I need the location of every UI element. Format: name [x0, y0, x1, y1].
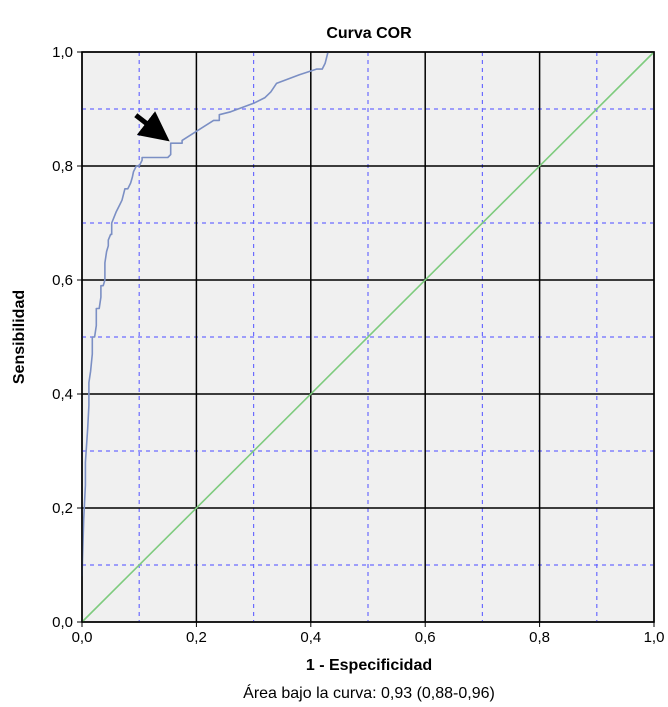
y-tick-label: 0,4 — [52, 386, 73, 403]
x-axis: 0,0 0,2 0,4 0,6 0,8 1,0 — [72, 622, 665, 646]
x-tick-label: 0,0 — [72, 629, 93, 646]
y-tick-label: 0,8 — [52, 158, 73, 175]
y-axis: 0,0 0,2 0,4 0,6 0,8 1,0 — [52, 44, 82, 631]
annotation-arrow — [134, 111, 170, 142]
roc-curve — [81, 51, 329, 577]
plot-frame — [81, 51, 655, 623]
x-tick-label: 0,8 — [529, 629, 550, 646]
x-tick-label: 1,0 — [644, 629, 665, 646]
grid — [82, 52, 654, 622]
auc-annotation: Área bajo la curva: 0,93 (0,88-0,96) — [243, 683, 495, 702]
y-tick-label: 1,0 — [52, 44, 73, 61]
y-axis-label: Sensibilidad — [11, 290, 28, 384]
y-tick-label: 0,2 — [52, 500, 73, 517]
series-layer — [81, 51, 655, 623]
y-tick-label: 0,0 — [52, 614, 73, 631]
x-tick-label: 0,2 — [186, 629, 207, 646]
x-axis-label: 1 - Especificidad — [306, 657, 432, 674]
reference-line — [81, 51, 655, 623]
x-tick-label: 0,4 — [300, 629, 321, 646]
chart-title: Curva COR — [326, 25, 412, 42]
x-tick-label: 0,6 — [415, 629, 436, 646]
y-tick-label: 0,6 — [52, 272, 73, 289]
